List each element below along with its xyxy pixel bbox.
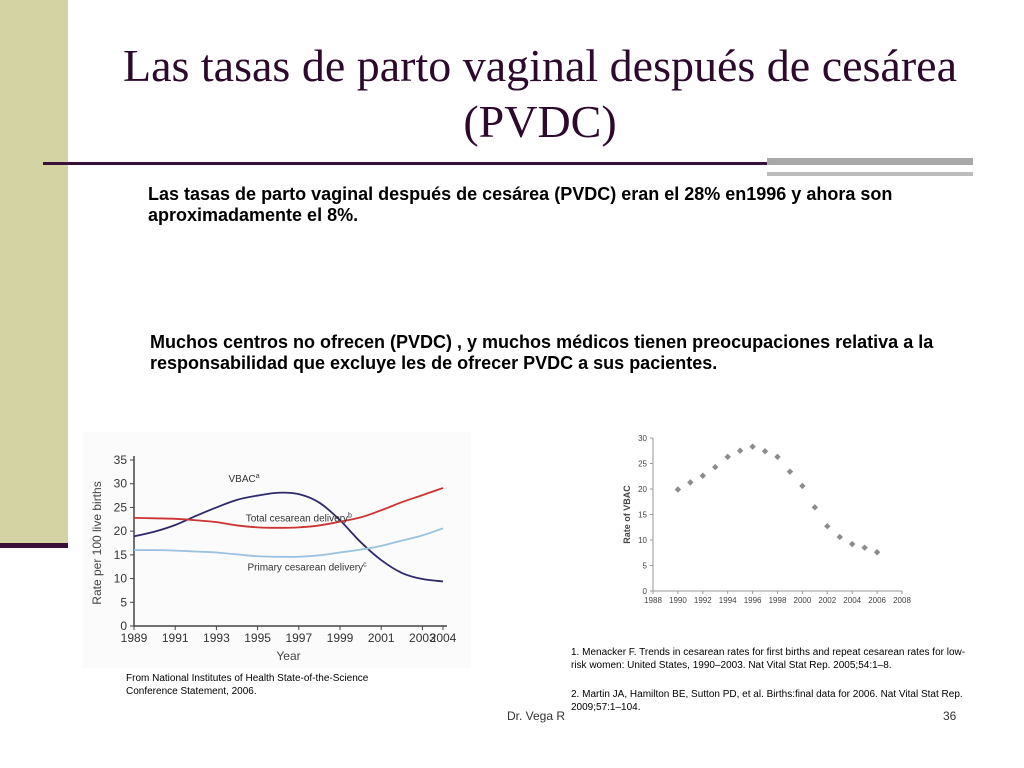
y-tick-label: 20 bbox=[638, 485, 647, 494]
data-point bbox=[736, 447, 744, 454]
title-rule-accent bbox=[767, 158, 973, 165]
series-label-3: Primary cesarean deliveryc bbox=[247, 562, 367, 574]
series-line-1 bbox=[133, 491, 444, 583]
data-point bbox=[761, 448, 769, 455]
series-line-3 bbox=[133, 527, 444, 558]
x-tick-label: 1989 bbox=[121, 631, 148, 645]
data-point bbox=[873, 549, 881, 556]
paragraph-centers: Muchos centros no ofrecen (PVDC) , y muc… bbox=[150, 332, 934, 373]
x-tick-label: 1996 bbox=[744, 596, 762, 605]
data-point bbox=[849, 540, 856, 548]
x-tick-label: 1992 bbox=[694, 596, 712, 605]
chart-right-panel: 0 5 10 15 20 25 30 1988 1990 1992 1994 1996 1998 2000… bbox=[606, 392, 919, 621]
x-tick-label: 2004 bbox=[843, 596, 861, 605]
x-tick-label: 1990 bbox=[669, 596, 687, 605]
x-tick-label: 2001 bbox=[368, 631, 395, 645]
y-tick-label: 10 bbox=[638, 536, 647, 545]
line-chart: 0 5 10 15 20 25 30 35 1989 1991 1993 1995 1997 1999 20… bbox=[90, 453, 457, 663]
slide-title: Las tasas de parto vaginal después de ce… bbox=[122, 40, 958, 147]
x-tick-label: 2008 bbox=[893, 596, 911, 605]
title-rule-accent-thin bbox=[767, 172, 973, 176]
x-tick-label: 1997 bbox=[285, 631, 312, 645]
x-tick-label: 2002 bbox=[818, 596, 836, 605]
y-tick-label: 30 bbox=[114, 477, 128, 491]
sidebar-underline bbox=[0, 543, 68, 548]
data-point bbox=[687, 479, 694, 486]
page-number: 36 bbox=[943, 709, 957, 723]
reference-1: 1. Menacker F. Trends in cesarean rates … bbox=[571, 647, 966, 671]
data-point bbox=[861, 544, 868, 551]
y-tick-label: 15 bbox=[638, 511, 647, 520]
x-axis-label: Year bbox=[276, 649, 300, 663]
data-point bbox=[699, 472, 706, 479]
source-citation: From National Institutes of Health State… bbox=[126, 673, 369, 697]
x-tick-label: 1998 bbox=[769, 596, 787, 605]
paragraph-vbac-rates: Las tasas de parto vaginal después de ce… bbox=[148, 184, 893, 225]
y-axis-label: Rate of VBAC bbox=[622, 485, 632, 544]
y-tick-label: 0 bbox=[120, 619, 127, 633]
x-tick-label: 1994 bbox=[719, 596, 737, 605]
y-tick-label: 25 bbox=[114, 500, 128, 514]
data-point bbox=[836, 533, 843, 541]
y-tick-label: 25 bbox=[638, 460, 647, 469]
data-point bbox=[811, 504, 819, 511]
sidebar-accent bbox=[0, 0, 68, 548]
x-tick-label: 2000 bbox=[794, 596, 812, 605]
series-line-2 bbox=[133, 487, 444, 529]
data-point bbox=[786, 468, 794, 475]
y-tick-label: 20 bbox=[114, 524, 128, 538]
data-point bbox=[799, 482, 806, 490]
data-point bbox=[749, 443, 756, 450]
x-tick-label: 1988 bbox=[644, 596, 662, 605]
y-tick-label: 0 bbox=[643, 587, 648, 596]
x-tick-label: 1991 bbox=[162, 631, 189, 645]
title-rule bbox=[43, 162, 773, 165]
data-point bbox=[724, 453, 731, 461]
scatter-chart: 0 5 10 15 20 25 30 1988 1990 1992 1994 1996 1998 2000… bbox=[622, 434, 911, 621]
data-point bbox=[824, 523, 831, 530]
series-label-2: Total cesarean deliveryb bbox=[246, 513, 352, 525]
x-tick-label: 1999 bbox=[327, 631, 354, 645]
x-tick-label: 2006 bbox=[868, 596, 886, 605]
y-tick-label: 15 bbox=[114, 548, 128, 562]
data-point bbox=[712, 463, 719, 471]
y-tick-label: 5 bbox=[120, 595, 127, 609]
chart-left-panel: 0 5 10 15 20 25 30 35 1989 1991 1993 1995 1997 1999 20… bbox=[83, 432, 471, 668]
series-label-1: VBACa bbox=[229, 473, 260, 485]
x-tick-label: 1993 bbox=[203, 631, 230, 645]
x-tick-label: 2004 bbox=[430, 631, 457, 645]
y-tick-label: 30 bbox=[638, 434, 647, 443]
y-tick-label: 10 bbox=[114, 572, 128, 586]
data-point bbox=[674, 486, 682, 493]
y-tick-label: 35 bbox=[114, 453, 128, 467]
reference-2: 2. Martin JA, Hamilton BE, Sutton PD, et… bbox=[571, 689, 963, 713]
y-tick-label: 5 bbox=[643, 562, 648, 571]
x-tick-label: 1995 bbox=[244, 631, 271, 645]
data-point bbox=[774, 453, 781, 461]
footer-author: Dr. Vega R bbox=[507, 709, 566, 723]
x-tick-label: 2003 bbox=[409, 631, 436, 645]
y-axis-label: Rate per 100 live births bbox=[90, 481, 104, 604]
